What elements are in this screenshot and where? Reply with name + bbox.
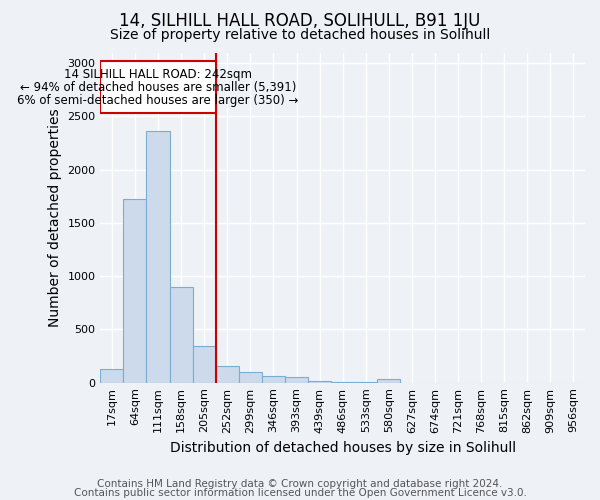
Text: ← 94% of detached houses are smaller (5,391): ← 94% of detached houses are smaller (5,… <box>20 80 296 94</box>
Text: Size of property relative to detached houses in Solihull: Size of property relative to detached ho… <box>110 28 490 42</box>
Bar <box>100 369 124 382</box>
Bar <box>285 378 308 382</box>
Text: Contains public sector information licensed under the Open Government Licence v3: Contains public sector information licen… <box>74 488 526 498</box>
Bar <box>239 372 262 382</box>
Bar <box>100 61 216 113</box>
Bar <box>377 380 400 382</box>
Bar <box>124 200 146 382</box>
Text: 6% of semi-detached houses are larger (350) →: 6% of semi-detached houses are larger (3… <box>17 94 299 106</box>
Bar <box>308 381 331 382</box>
Bar <box>262 376 285 382</box>
Bar <box>170 287 193 382</box>
Bar <box>216 366 239 382</box>
Bar <box>193 346 216 382</box>
Text: 14 SILHILL HALL ROAD: 242sqm: 14 SILHILL HALL ROAD: 242sqm <box>64 68 252 80</box>
Y-axis label: Number of detached properties: Number of detached properties <box>48 108 62 327</box>
Text: Contains HM Land Registry data © Crown copyright and database right 2024.: Contains HM Land Registry data © Crown c… <box>97 479 503 489</box>
Text: 14, SILHILL HALL ROAD, SOLIHULL, B91 1JU: 14, SILHILL HALL ROAD, SOLIHULL, B91 1JU <box>119 12 481 30</box>
X-axis label: Distribution of detached houses by size in Solihull: Distribution of detached houses by size … <box>170 441 516 455</box>
Bar <box>146 132 170 382</box>
